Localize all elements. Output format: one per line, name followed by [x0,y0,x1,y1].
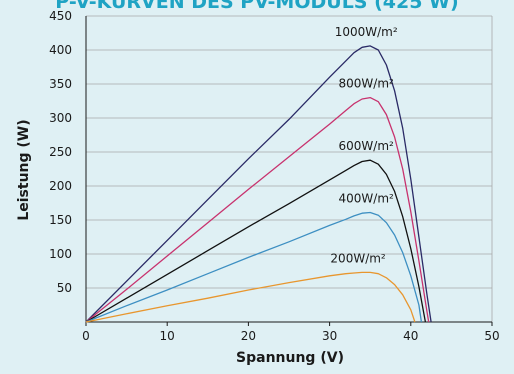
x-tick-label: 20 [241,329,256,343]
y-tick-label: 100 [49,247,72,261]
series-label: 1000W/m² [335,25,398,39]
series-line [85,96,430,323]
y-tick-label: 300 [49,111,72,125]
y-tick-label: 350 [49,77,72,91]
series-label: 400W/m² [339,192,395,206]
series-line [85,271,416,323]
axes [85,16,493,326]
chart-title: P-V-KURVEN DES PV-MODULS (425 W) [55,0,458,13]
x-tick-labels: 0 10 20 30 40 50 [82,329,499,343]
x-tick-label: 10 [160,329,175,343]
x-tick-label: 50 [484,329,499,343]
y-tick-label: 450 [49,9,72,23]
series-line [85,211,423,323]
y-tick-label: 400 [49,43,72,57]
series-label: 200W/m² [330,251,386,265]
y-axis-label: Leistung (W) [16,119,32,220]
series-labels: 1000W/m² 800W/m² 600W/m² 400W/m² 200W/m² [330,25,397,265]
x-axis-label: Spannung (V) [236,350,344,366]
y-tick-label: 200 [49,179,72,193]
series-line [85,45,432,323]
x-tick-label: 30 [322,329,337,343]
plot-area [86,16,492,322]
y-tick-labels: 50 100 150 200 250 300 350 400 450 [49,9,72,295]
y-tick-label: 250 [49,145,72,159]
x-tick-label: 40 [403,329,418,343]
series-label: 600W/m² [339,139,395,153]
y-tick-label: 50 [57,281,72,295]
y-tick-label: 150 [49,213,72,227]
series-lines [85,45,432,323]
series-label: 800W/m² [339,77,395,91]
x-tick-label: 0 [82,329,90,343]
grid-lines [86,15,492,322]
series-line [85,159,427,323]
